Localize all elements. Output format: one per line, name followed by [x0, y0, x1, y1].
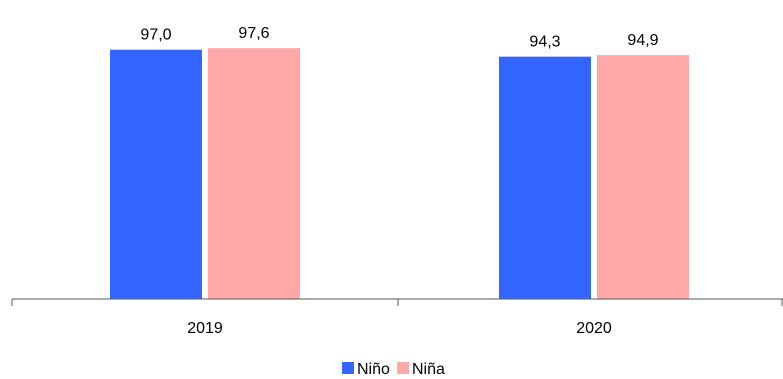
legend-swatch-nina — [397, 362, 409, 374]
bar-nino-2020 — [499, 56, 591, 299]
data-labels-group: 97,0 97,6 94,3 94,9 — [140, 25, 658, 50]
data-label-nino-2020: 94,3 — [529, 34, 560, 51]
bar-nina-2019 — [208, 48, 300, 299]
legend-swatch-nino — [342, 362, 354, 374]
data-label-nina-2020: 94,9 — [627, 32, 658, 49]
legend-label-nina: Niña — [412, 361, 445, 378]
x-tick-label-2020: 2020 — [576, 320, 612, 337]
bar-nina-2020 — [597, 55, 689, 300]
x-tick-label-2019: 2019 — [187, 320, 223, 337]
data-label-nino-2019: 97,0 — [140, 27, 171, 44]
bar-nino-2019 — [110, 49, 202, 300]
legend-label-nino: Niño — [357, 361, 390, 378]
legend: Niño Niña — [342, 361, 445, 378]
bars-group — [110, 48, 689, 300]
data-label-nina-2019: 97,6 — [238, 25, 269, 42]
